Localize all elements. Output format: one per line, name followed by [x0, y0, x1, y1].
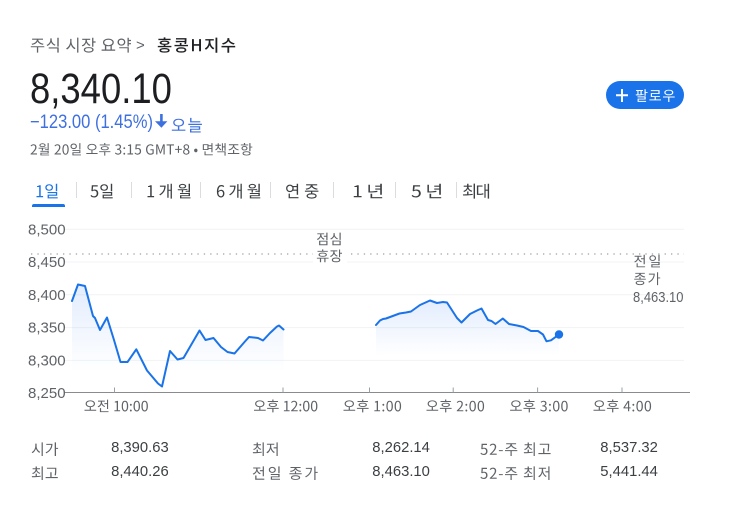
svg-text:8,300: 8,300	[28, 352, 66, 369]
svg-text:8,400: 8,400	[28, 287, 66, 304]
svg-text:8,450: 8,450	[28, 254, 66, 271]
svg-text:8,500: 8,500	[28, 221, 66, 238]
svg-text:8,463.10: 8,463.10	[633, 288, 684, 305]
svg-text:8,250: 8,250	[28, 385, 66, 402]
svg-text:8,350: 8,350	[28, 320, 66, 337]
